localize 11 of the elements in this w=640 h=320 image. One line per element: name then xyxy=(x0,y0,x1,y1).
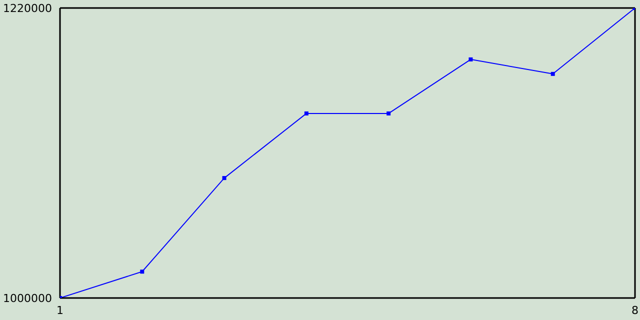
point xyxy=(304,111,308,116)
x-tick-label: 1 xyxy=(56,304,64,317)
point xyxy=(468,57,473,62)
y-tick-label: 1000000 xyxy=(3,292,52,305)
point xyxy=(140,270,144,274)
point xyxy=(550,72,555,76)
y-tick-label: 1220000 xyxy=(3,2,52,15)
line-series xyxy=(60,8,635,298)
point xyxy=(386,111,391,116)
x-tick-label: 8 xyxy=(632,304,638,317)
point xyxy=(222,176,226,180)
